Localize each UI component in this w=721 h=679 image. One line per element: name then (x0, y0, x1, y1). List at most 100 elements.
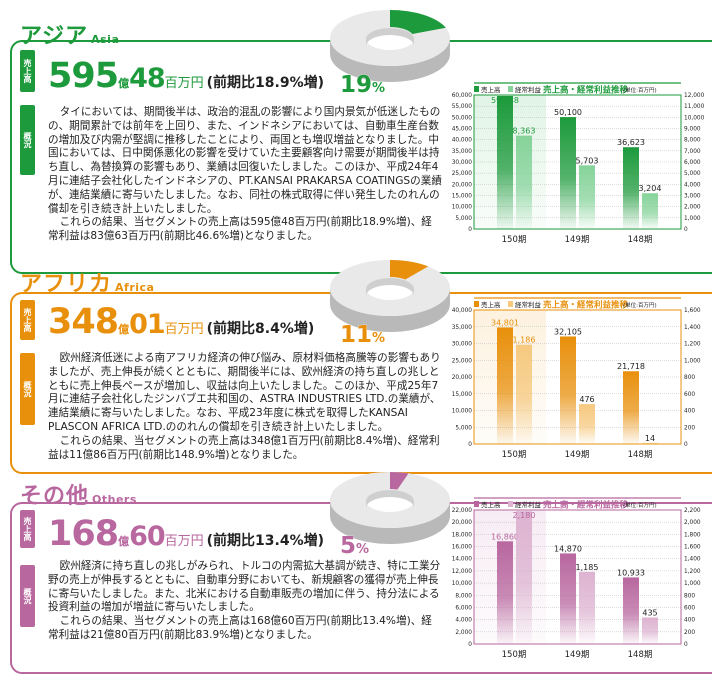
legend-sales: 売上高 (481, 500, 501, 509)
right-axis-tick: 1,600 (684, 308, 701, 314)
share-value: 11 (340, 322, 373, 349)
chart-unit-note: (単位:百万円) (623, 86, 657, 94)
donut-share-slice (390, 10, 446, 34)
share-percent: 11% (340, 322, 386, 349)
sales-bar (497, 96, 513, 230)
headline-man-unit: 百万円 (164, 76, 204, 91)
left-axis-tick: 50,000 (452, 115, 473, 121)
category-label: 148期 (628, 235, 653, 245)
left-axis-tick: 40,000 (452, 308, 473, 314)
right-axis-tick: 5,000 (684, 171, 701, 177)
left-axis-tick: 22,000 (452, 508, 473, 514)
sales-value-label: 59,548 (491, 96, 519, 105)
legend-swatch-sales (474, 301, 479, 307)
profit-value-label: 14 (645, 434, 655, 443)
share-donut-chart (325, 254, 455, 338)
category-label: 150期 (502, 235, 527, 245)
sales-value-label: 36,623 (617, 138, 645, 147)
left-axis-tick: 20,000 (452, 520, 473, 526)
sales-tab: 売上高 (20, 300, 35, 340)
right-axis-tick: 600 (684, 605, 695, 611)
paragraph: これらの結果、当セグメントの売上高は595億48百万円(前期比18.9%増)、経… (48, 216, 432, 243)
category-label: 150期 (502, 450, 527, 460)
right-axis-tick: 0 (684, 642, 688, 648)
donut-inner-wall (366, 28, 414, 46)
right-axis-tick: 8,000 (684, 138, 701, 144)
legend-profit: 経常利益 (515, 85, 542, 94)
left-axis-tick: 45,000 (452, 127, 473, 133)
category-label: 149期 (565, 650, 590, 660)
right-axis-tick: 1,200 (684, 569, 701, 575)
legend-swatch-profit (508, 301, 513, 307)
right-axis-tick: 1,400 (684, 325, 701, 331)
headline-compare: (前期比18.9%増) (206, 75, 325, 91)
donut-side (330, 38, 450, 82)
legend-profit: 経常利益 (515, 300, 542, 309)
left-axis-tick: 15,000 (452, 194, 473, 200)
overview-text: タイにおいては、期間後半は、政治的混乱の影響により国内景気が低迷したものの、期間… (48, 106, 442, 244)
donut-side (330, 500, 450, 544)
right-axis-tick: 11,000 (684, 104, 705, 110)
paragraph: これらの結果、当セグメントの売上高は348億1百万円(前期比8.4%増)、経常利… (48, 434, 440, 461)
right-axis-tick: 1,400 (684, 557, 701, 563)
headline-man-unit: 百万円 (164, 322, 204, 337)
category-label: 148期 (628, 650, 653, 660)
legend-sales: 売上高 (481, 85, 501, 94)
left-axis-tick: 20,000 (452, 375, 473, 381)
headline-man: 48 (129, 63, 166, 94)
left-axis-tick: 25,000 (452, 171, 473, 177)
left-axis-tick: 0 (468, 227, 472, 233)
headline-man: 01 (129, 309, 166, 340)
overview-tab: 概況 (20, 565, 35, 627)
sales-bar (497, 327, 513, 444)
sales-headline: 595億48百万円 (前期比18.9%増) (48, 56, 324, 96)
sales-profit-chart: 売上高 経常利益 売上高・経常利益推移 (単位:百万円) 0 0 5,000 200 10,00… (448, 293, 721, 468)
headline-oku-unit: 億 (118, 535, 130, 548)
sales-value-label: 21,718 (617, 362, 645, 371)
left-axis-tick: 0 (468, 442, 472, 448)
share-percent: 19% (340, 72, 386, 99)
section-title: アジア Asia (20, 18, 119, 50)
right-axis-tick: 9,000 (684, 127, 701, 133)
right-axis-tick: 400 (684, 618, 695, 624)
headline-oku: 168 (48, 514, 119, 554)
headline-man: 60 (129, 521, 166, 552)
left-axis-tick: 10,000 (452, 409, 473, 415)
legend-swatch-profit (508, 86, 513, 92)
headline-oku-unit: 億 (118, 323, 130, 336)
sales-tab: 売上高 (20, 50, 35, 92)
profit-value-label: 8,363 (513, 127, 536, 136)
donut-share-slice (390, 260, 429, 280)
profit-bar (642, 193, 658, 229)
sales-tab: 売上高 (20, 510, 35, 548)
profit-bar (516, 135, 532, 229)
profit-value-label: 3,204 (639, 184, 662, 193)
sales-profit-chart: 売上高 経常利益 売上高・経常利益推移 (単位:百万円) 0 0 2,000 200 4,000… (448, 493, 721, 668)
right-axis-tick: 3,000 (684, 194, 701, 200)
left-axis-tick: 8,000 (455, 593, 472, 599)
headline-man-unit: 百万円 (164, 534, 204, 549)
right-axis-tick: 1,800 (684, 532, 701, 538)
overview-text: 欧州経済に持ち直しの兆しがみられ、トルコの内需拡大基調が続き、特に工業分野の売上… (48, 560, 442, 643)
right-axis-tick: 4,000 (684, 182, 701, 188)
donut-inner-wall (366, 278, 414, 296)
legend-swatch-sales (474, 501, 479, 507)
left-axis-tick: 14,000 (452, 557, 473, 563)
right-axis-tick: 12,000 (684, 93, 705, 99)
profit-value-label: 5,703 (576, 156, 599, 165)
paragraph: 欧州経済に持ち直しの兆しがみられ、トルコの内需拡大基調が続き、特に工業分野の売上… (48, 560, 441, 614)
left-axis-tick: 10,000 (452, 205, 473, 211)
right-axis-tick: 800 (684, 375, 695, 381)
headline-oku: 348 (48, 302, 119, 342)
category-label: 150期 (502, 650, 527, 660)
donut-side (330, 288, 450, 332)
profit-bar (642, 617, 658, 644)
right-axis-tick: 10,000 (684, 115, 705, 121)
share-percent: 5% (340, 533, 370, 560)
title-jp: アジア (20, 24, 89, 49)
profit-bar (516, 344, 532, 444)
chart-unit-note: (単位:百万円) (623, 501, 657, 509)
right-axis-tick: 1,200 (684, 342, 701, 348)
sales-value-label: 34,801 (491, 318, 519, 327)
right-axis-tick: 1,000 (684, 581, 701, 587)
